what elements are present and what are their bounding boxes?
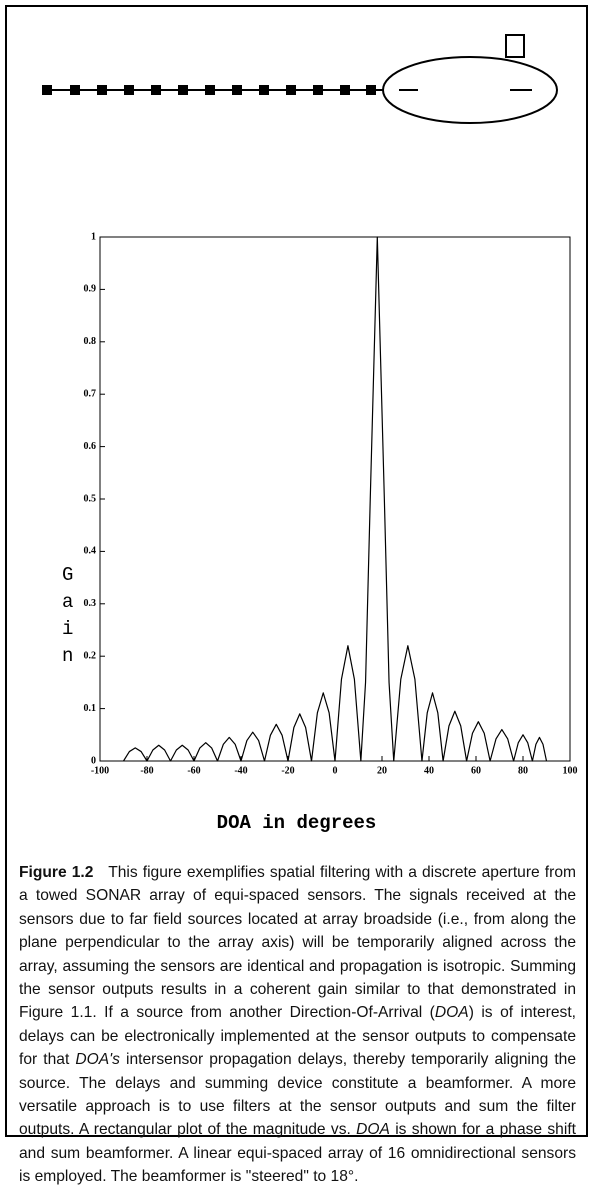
x-tick-label: 80 bbox=[518, 765, 528, 776]
caption-text: ) is of interest, delays can be electron… bbox=[19, 1004, 577, 1069]
page: -100 -80 -60 -40 -20 0 20 40 60 80 100 0 0.1 0.2 0.3 0.… bbox=[5, 5, 588, 1186]
y-tick-label: 0.2 bbox=[84, 650, 97, 661]
y-tick-label: 0.3 bbox=[84, 598, 97, 609]
caption-text: This figure exemplifies spatial filterin… bbox=[19, 864, 576, 1022]
y-tick-label: 0.4 bbox=[84, 546, 97, 557]
x-tick-label: 20 bbox=[377, 765, 387, 776]
y-tick-label: 1 bbox=[91, 231, 96, 242]
x-tick-label: 100 bbox=[563, 765, 578, 776]
y-tick-label: 0.1 bbox=[84, 703, 97, 714]
x-tick-label: 40 bbox=[424, 765, 434, 776]
y-tick-label: 0 bbox=[91, 755, 96, 766]
figure: -100 -80 -60 -40 -20 0 20 40 60 80 100 0 0.1 0.2 0.3 0.… bbox=[5, 5, 588, 1137]
caption-label: Figure 1.2 bbox=[19, 864, 94, 881]
x-axis-label: DOA in degrees bbox=[216, 812, 377, 834]
y-tick-label: 0.8 bbox=[84, 336, 97, 347]
y-tick-label: 0.9 bbox=[84, 284, 97, 295]
x-tick-label: -40 bbox=[234, 765, 247, 776]
caption-italic: DOA bbox=[434, 1004, 469, 1022]
y-tick-label: 0.7 bbox=[84, 388, 97, 399]
x-tick-label: 60 bbox=[471, 765, 481, 776]
x-tick-label: -60 bbox=[187, 765, 200, 776]
x-tick-label: -80 bbox=[140, 765, 153, 776]
frame bbox=[5, 5, 588, 1137]
caption-text: intersensor propagation delays, thereby … bbox=[19, 1051, 576, 1139]
caption: Figure 1.2 This figure exemplifies spati… bbox=[19, 861, 576, 1189]
data-line bbox=[122, 236, 548, 762]
x-tick-label: -100 bbox=[91, 765, 109, 776]
axes-box bbox=[99, 236, 571, 762]
y-axis-label: Gain bbox=[62, 564, 74, 667]
y-tick-label: 0.6 bbox=[84, 441, 97, 452]
x-tick-label: 0 bbox=[333, 765, 338, 776]
caption-italic: DOA's bbox=[75, 1051, 120, 1069]
x-tick-label: -20 bbox=[281, 765, 294, 776]
y-tick-label: 0.5 bbox=[84, 493, 97, 504]
sonar-array bbox=[42, 34, 558, 124]
caption-italic: DOA bbox=[356, 1121, 390, 1139]
